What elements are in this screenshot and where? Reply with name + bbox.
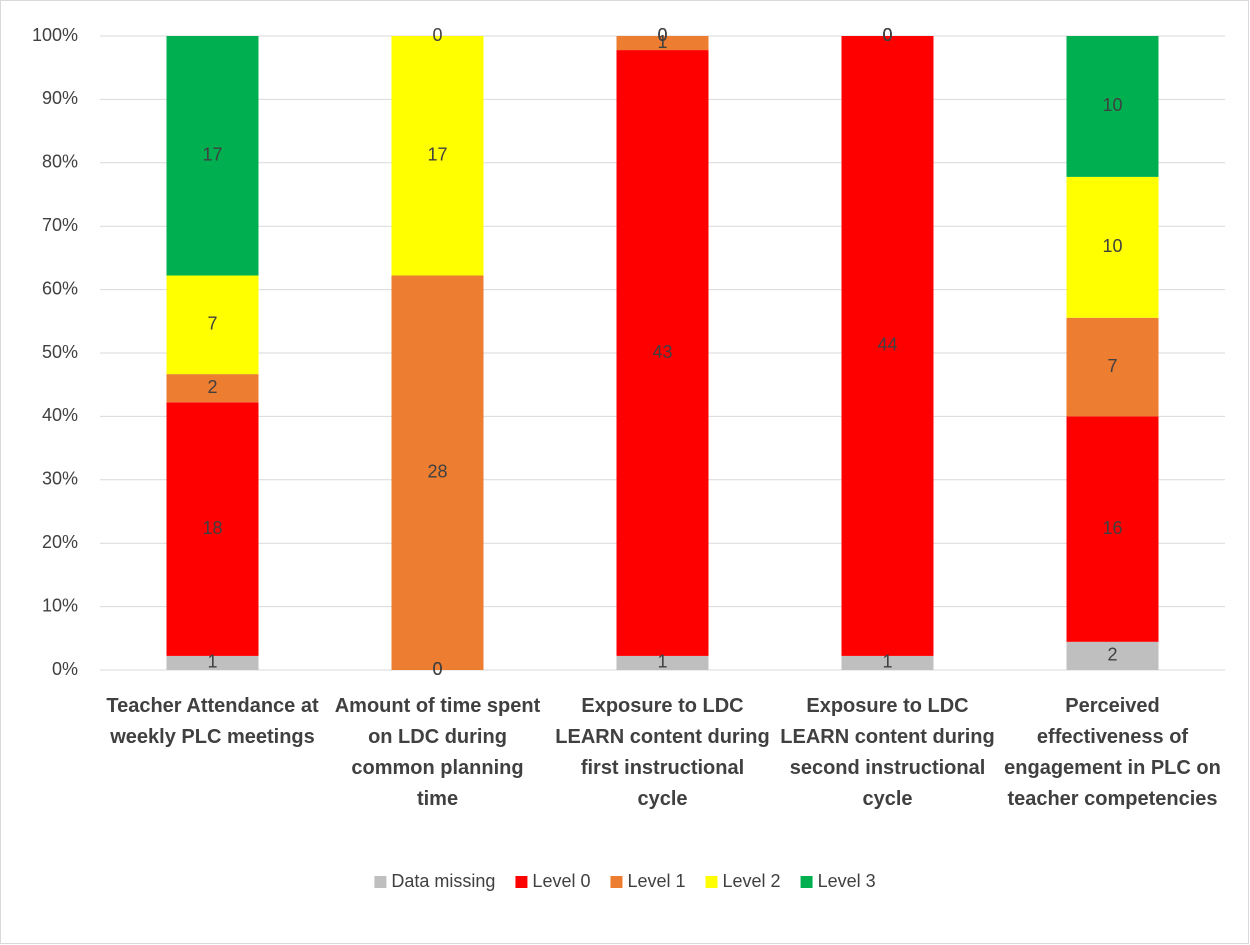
bar-segment <box>1066 176 1159 318</box>
bar-segment <box>166 36 259 276</box>
data-label: 0 <box>882 25 892 45</box>
legend-label: Level 3 <box>818 871 876 891</box>
bar-segment <box>166 275 259 375</box>
y-tick-label: 40% <box>42 405 78 425</box>
y-tick-label: 90% <box>42 88 78 108</box>
legend: Data missing Level 0 Level 1 Level 2 Level 3 <box>374 871 876 891</box>
data-label: 17 <box>427 145 447 165</box>
bar-segment <box>616 655 709 670</box>
x-tick-label: Exposure to LDC LEARN content during secon… <box>780 695 994 810</box>
y-tick-label: 100% <box>32 25 78 45</box>
x-tick-label: Perceived effectiveness of engagement in P… <box>1004 695 1221 810</box>
bar-segment <box>1066 416 1159 642</box>
x-tick-label: Amount of time spent on LDC during common … <box>335 695 541 810</box>
data-label: 1 <box>207 652 217 672</box>
bar-segment <box>841 36 934 656</box>
bar-segment <box>1066 317 1159 417</box>
data-label: 0 <box>882 25 892 45</box>
legend-swatch <box>515 876 528 888</box>
legend-swatch <box>374 876 387 888</box>
data-label: 0 <box>432 659 442 679</box>
y-tick-label: 0% <box>52 659 78 679</box>
y-tick-label: 20% <box>42 532 78 552</box>
data-label: 0 <box>657 25 667 45</box>
data-label: 0 <box>657 25 667 45</box>
legend-label: Level 1 <box>627 871 685 891</box>
data-label: 43 <box>652 342 672 362</box>
data-label: 10 <box>1102 95 1122 115</box>
x-tick-label: Exposure to LDC LEARN content during first… <box>555 695 769 810</box>
data-label: 18 <box>202 518 222 538</box>
data-label: 2 <box>207 377 217 397</box>
data-label: 0 <box>432 25 442 45</box>
bar-segment <box>1066 641 1159 670</box>
bar-segment <box>166 402 259 656</box>
y-tick-label: 50% <box>42 342 78 362</box>
legend-label: Level 0 <box>532 871 590 891</box>
bar-segment <box>616 50 709 656</box>
legend-label: Level 2 <box>723 871 781 891</box>
y-tick-label: 30% <box>42 469 78 489</box>
data-label: 1 <box>657 32 667 52</box>
bar-segment <box>166 655 259 670</box>
data-label: 0 <box>882 25 892 45</box>
data-label: 16 <box>1102 518 1122 538</box>
x-tick-label: Teacher Attendance at weekly PLC meetings <box>106 695 319 748</box>
data-label: 7 <box>1107 356 1117 376</box>
bar-segment <box>841 655 934 670</box>
y-tick-label: 10% <box>42 595 78 615</box>
bar-segment <box>166 374 259 403</box>
bar-segment <box>391 36 484 276</box>
data-label: 28 <box>427 462 447 482</box>
data-label: 1 <box>882 652 892 672</box>
bar-segment <box>616 36 709 51</box>
legend-label: Data missing <box>391 871 495 891</box>
y-tick-label: 80% <box>42 152 78 172</box>
bar-segment <box>1066 36 1159 177</box>
data-label: 44 <box>877 335 897 355</box>
data-label: 1 <box>657 652 667 672</box>
y-tick-label: 60% <box>42 278 78 298</box>
bar-segment <box>391 275 484 670</box>
legend-swatch <box>610 876 623 888</box>
data-label: 10 <box>1102 236 1122 256</box>
data-label: 0 <box>432 659 442 679</box>
data-label: 17 <box>202 145 222 165</box>
legend-swatch <box>800 876 813 888</box>
legend-swatch <box>705 876 718 888</box>
y-tick-label: 70% <box>42 215 78 235</box>
data-label: 2 <box>1107 645 1117 665</box>
data-label: 7 <box>207 314 217 334</box>
